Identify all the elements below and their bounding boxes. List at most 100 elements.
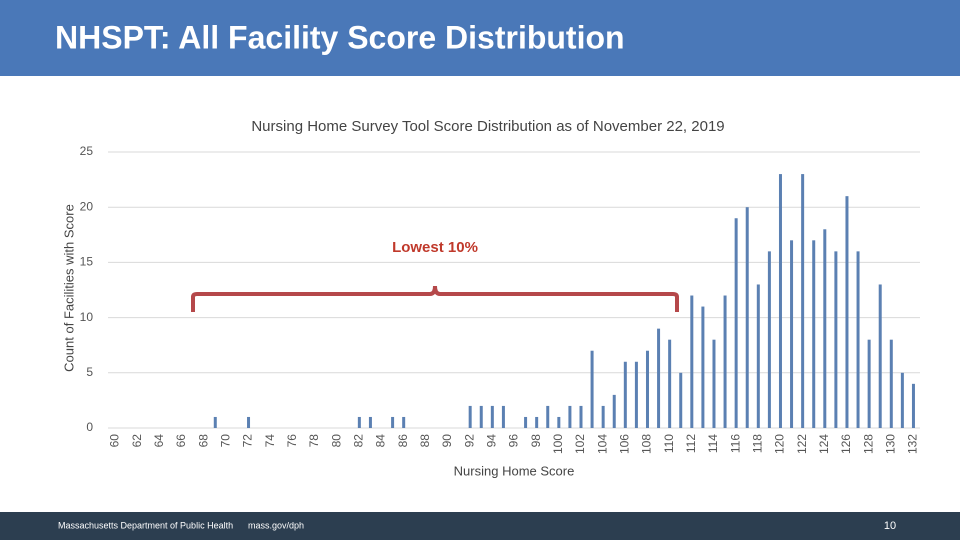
bar [900,372,904,428]
bar [845,196,849,428]
bar [590,350,594,428]
x-tick-label: 80 [329,434,343,448]
bar [579,405,583,428]
bar [712,339,716,428]
bar [623,361,627,428]
bar [568,405,572,428]
bar [402,416,406,428]
bar [834,251,838,428]
y-tick-label: 5 [86,365,93,379]
x-tick-label: 72 [241,434,255,448]
x-tick-label: 64 [152,434,166,448]
y-tick-label: 10 [80,310,94,324]
bar [690,295,694,428]
bar [247,416,251,428]
y-tick-label: 15 [80,255,94,269]
slide-title: NHSPT: All Facility Score Distribution [55,19,625,55]
y-tick-label: 25 [80,144,94,158]
bar [612,394,616,428]
bar [701,306,705,428]
bar [856,251,860,428]
footer-url: mass.gov/dph [248,520,304,530]
bar [391,416,395,428]
bar [645,350,649,428]
header-band [0,0,960,76]
bar [468,405,472,428]
x-tick-label: 74 [263,434,277,448]
x-tick-label: 90 [440,434,454,448]
x-tick-label: 124 [817,434,831,454]
x-tick-label: 86 [396,434,410,448]
x-tick-label: 70 [219,434,233,448]
x-tick-label: 104 [595,434,609,454]
bar [546,405,550,428]
bar [657,328,661,428]
annotation: Lowest 10% [392,239,478,256]
x-axis-label: Nursing Home Score [454,463,575,478]
bar [889,339,893,428]
x-tick-label: 96 [507,434,521,448]
x-tick-label: 126 [839,434,853,454]
x-tick-label: 98 [529,434,543,448]
x-tick-label: 88 [418,434,432,448]
x-tick-label: 66 [174,434,188,448]
x-tick-label: 120 [773,434,787,454]
x-tick-label: 92 [462,434,476,448]
bar [745,207,749,428]
bar [867,339,871,428]
bar [778,174,782,428]
bar [490,405,494,428]
bar [679,372,683,428]
bar [501,405,505,428]
x-tick-label: 114 [706,434,720,453]
bar [756,284,760,428]
x-tick-label: 102 [573,434,587,454]
x-tick-label: 128 [861,434,875,454]
bar [368,416,372,428]
x-tick-label: 116 [728,434,742,453]
x-tick-label: 82 [352,434,366,448]
y-axis-label: Count of Facilities with Score [61,204,76,372]
footer-org: Massachusetts Department of Public Healt… [58,520,233,530]
x-tick-label: 60 [108,434,122,448]
x-tick-label: 94 [485,434,499,448]
x-tick-label: 118 [750,434,764,453]
x-tick-label: 78 [307,434,321,448]
bar [634,361,638,428]
x-tick-label: 110 [662,434,676,453]
bar [524,416,528,428]
y-tick-label: 0 [86,420,93,434]
bar [723,295,727,428]
bar [734,218,738,428]
bar [357,416,361,428]
x-tick-label: 76 [285,434,299,448]
bar [601,405,605,428]
x-tick-label: 62 [130,434,144,448]
x-tick-label: 122 [795,434,809,454]
bar [878,284,882,428]
page-number: 10 [884,520,896,532]
x-tick-label: 132 [906,434,920,454]
bracket [191,285,679,312]
bar [812,240,816,428]
chart-title: Nursing Home Survey Tool Score Distribut… [251,118,724,135]
bar [557,416,561,428]
x-tick-label: 108 [640,434,654,454]
x-tick-label: 130 [883,434,897,454]
plot: 0 5 10 15 20 25 60 62 64 66 68 70 72 74 76 78 80 82 84 86 88… [80,144,920,454]
x-tick-label: 100 [551,434,565,454]
bar [911,383,915,428]
x-tick-label: 112 [684,434,698,453]
y-tick-label: 20 [80,199,94,213]
bar [790,240,794,428]
x-tick-label: 68 [196,434,210,448]
x-tick-label: 106 [617,434,631,454]
bar [823,229,827,428]
bar [213,416,217,428]
bar [668,339,672,428]
bar [767,251,771,428]
bar [535,416,539,428]
